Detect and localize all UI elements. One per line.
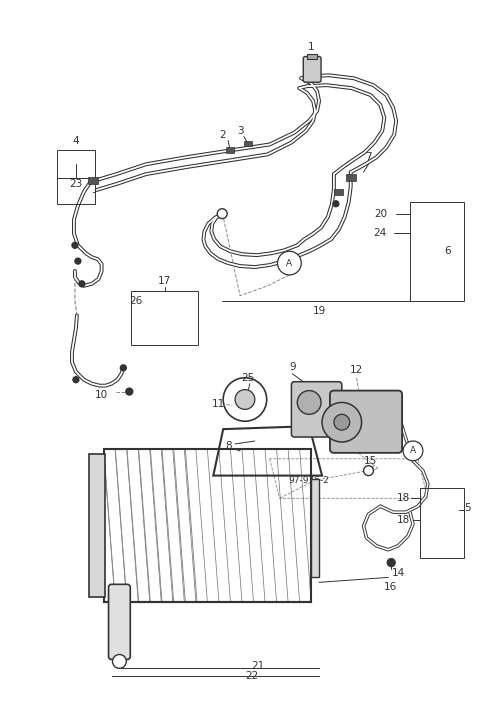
Text: 9: 9 <box>289 362 296 372</box>
Circle shape <box>217 209 227 218</box>
Text: 13: 13 <box>311 422 324 432</box>
Bar <box>346 173 356 181</box>
FancyBboxPatch shape <box>108 584 130 659</box>
Bar <box>104 449 311 602</box>
Bar <box>410 202 464 301</box>
Bar <box>311 479 319 577</box>
Text: 5: 5 <box>464 503 471 513</box>
Text: 12: 12 <box>350 365 363 375</box>
Text: 2: 2 <box>219 129 226 139</box>
Text: 16: 16 <box>384 582 397 592</box>
Text: 10: 10 <box>95 390 108 400</box>
Bar <box>226 147 234 154</box>
Text: 7: 7 <box>365 152 372 162</box>
Circle shape <box>322 402 361 442</box>
FancyBboxPatch shape <box>291 382 342 437</box>
Text: 6: 6 <box>444 246 451 256</box>
Text: 1: 1 <box>308 42 314 52</box>
Text: 23: 23 <box>69 179 83 189</box>
Circle shape <box>297 390 321 415</box>
Bar <box>88 176 97 183</box>
Text: 18: 18 <box>396 515 410 525</box>
Circle shape <box>235 390 255 410</box>
Text: 25: 25 <box>241 373 254 383</box>
Text: 17: 17 <box>158 276 171 286</box>
Circle shape <box>79 281 85 287</box>
Text: 22: 22 <box>245 671 259 681</box>
Circle shape <box>73 377 79 383</box>
Circle shape <box>277 251 301 275</box>
Circle shape <box>363 466 373 476</box>
Circle shape <box>333 201 339 207</box>
Bar <box>57 151 95 178</box>
Bar <box>335 189 343 195</box>
Text: A: A <box>410 447 416 455</box>
Text: 24: 24 <box>374 228 387 238</box>
Bar <box>420 488 464 557</box>
Circle shape <box>120 365 126 371</box>
Circle shape <box>126 388 133 395</box>
Bar <box>131 291 199 345</box>
Text: A: A <box>287 259 292 267</box>
FancyBboxPatch shape <box>330 390 402 453</box>
Text: 20: 20 <box>374 208 387 219</box>
Circle shape <box>387 559 395 567</box>
Circle shape <box>403 441 423 461</box>
Bar <box>244 141 252 146</box>
Text: 97-976-2: 97-976-2 <box>289 476 330 485</box>
Bar <box>307 53 317 60</box>
Bar <box>57 178 95 204</box>
Text: 18: 18 <box>396 493 410 503</box>
Text: 26: 26 <box>130 296 143 306</box>
Text: 3: 3 <box>237 126 243 136</box>
Circle shape <box>112 655 126 668</box>
Circle shape <box>72 242 78 248</box>
Text: 19: 19 <box>312 306 326 316</box>
Circle shape <box>75 258 81 264</box>
Text: 14: 14 <box>392 569 405 579</box>
FancyBboxPatch shape <box>303 56 321 82</box>
Text: 21: 21 <box>251 661 264 671</box>
Bar <box>89 454 105 597</box>
Circle shape <box>334 415 350 430</box>
Text: 15: 15 <box>364 456 377 466</box>
Text: 11: 11 <box>212 400 225 410</box>
Text: 8: 8 <box>225 441 231 451</box>
Text: 4: 4 <box>72 136 79 146</box>
